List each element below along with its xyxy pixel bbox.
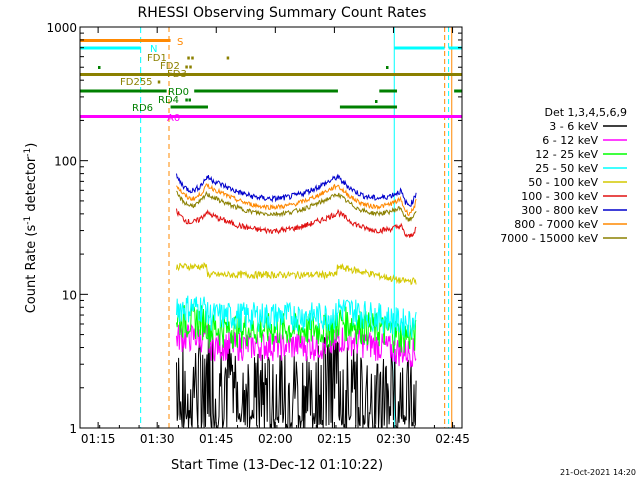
x-tick-label: 01:30 xyxy=(140,432,175,446)
x-tick-label: 02:00 xyxy=(258,432,293,446)
series-line xyxy=(176,208,417,238)
series-line xyxy=(176,190,417,222)
flag-dot xyxy=(98,66,101,69)
legend-label: 50 - 100 keV xyxy=(528,176,598,189)
x-tick-label: 01:15 xyxy=(81,432,116,446)
series-line xyxy=(176,262,417,286)
y-axis-label-end: ) xyxy=(24,143,39,148)
flag-dot xyxy=(188,98,191,102)
legend-label: 300 - 800 keV xyxy=(521,204,598,217)
chart-title: RHESSI Observing Summary Count Rates xyxy=(138,5,427,21)
flag-dot xyxy=(187,56,190,60)
x-tick-label: 02:15 xyxy=(317,432,352,446)
flag-label: FD255 xyxy=(120,77,153,88)
y-tick-label: 100 xyxy=(54,155,77,169)
flag-dot xyxy=(157,80,161,84)
x-axis-label: Start Time (13-Dec-12 01:10:22) xyxy=(171,458,383,473)
flag-label: N xyxy=(150,44,157,55)
y-axis-label-mid: detector xyxy=(24,156,39,216)
y-axis-label: Count Rate (s-1 detector-1) xyxy=(23,143,39,314)
flag-label: FD3 xyxy=(167,69,187,80)
y-axis: 1 10 100 1000 xyxy=(46,21,462,436)
series-line xyxy=(176,303,417,353)
legend-title: Det 1,3,4,5,6,9 xyxy=(544,106,627,119)
series-line xyxy=(176,295,417,338)
x-tick-label: 02:30 xyxy=(376,432,411,446)
flag-label: A0 xyxy=(167,113,180,124)
y-tick-label: 1 xyxy=(69,422,77,436)
flag-dot xyxy=(189,65,192,69)
y-axis-label-sup2: -1 xyxy=(23,148,33,157)
flag-dot xyxy=(226,56,230,60)
flag-label: RD6 xyxy=(132,103,153,114)
flag-label: FD1 xyxy=(147,53,167,64)
y-tick-label: 10 xyxy=(62,288,77,302)
flag-label: RD4 xyxy=(158,95,179,106)
legend-label: 12 - 25 keV xyxy=(535,148,598,161)
flag-dot xyxy=(375,100,378,103)
series-line xyxy=(176,323,417,368)
legend-label: 25 - 50 keV xyxy=(535,162,598,175)
series-line xyxy=(176,183,417,216)
flag-dot xyxy=(185,98,188,102)
x-tick-label: 01:45 xyxy=(199,432,234,446)
flag-label: FD2 xyxy=(160,61,180,72)
series-line xyxy=(176,173,417,207)
y-axis-label-sup: -1 xyxy=(23,216,33,225)
flag-label: RD0 xyxy=(168,87,189,98)
flag-label: S xyxy=(177,37,183,48)
footer-timestamp: 21-Oct-2021 14:20 xyxy=(560,468,636,477)
legend-label: 3 - 6 keV xyxy=(549,120,598,133)
legend-label: 7000 - 15000 keV xyxy=(500,232,598,245)
x-tick-label: 02:45 xyxy=(435,432,470,446)
y-tick-label: 1000 xyxy=(46,21,77,35)
x-axis: 01:15 01:30 01:45 02:00 02:15 02:30 02:45 xyxy=(79,27,470,446)
flag-dot xyxy=(191,56,194,60)
legend-label: 6 - 12 keV xyxy=(542,134,598,147)
flag-dot xyxy=(386,66,389,69)
y-axis-label-main: Count Rate (s xyxy=(24,225,39,314)
plot-frame xyxy=(79,26,463,429)
legend-label: 100 - 300 keV xyxy=(521,190,598,203)
legend-label: 800 - 7000 keV xyxy=(514,218,598,231)
flag-dot xyxy=(185,65,188,69)
